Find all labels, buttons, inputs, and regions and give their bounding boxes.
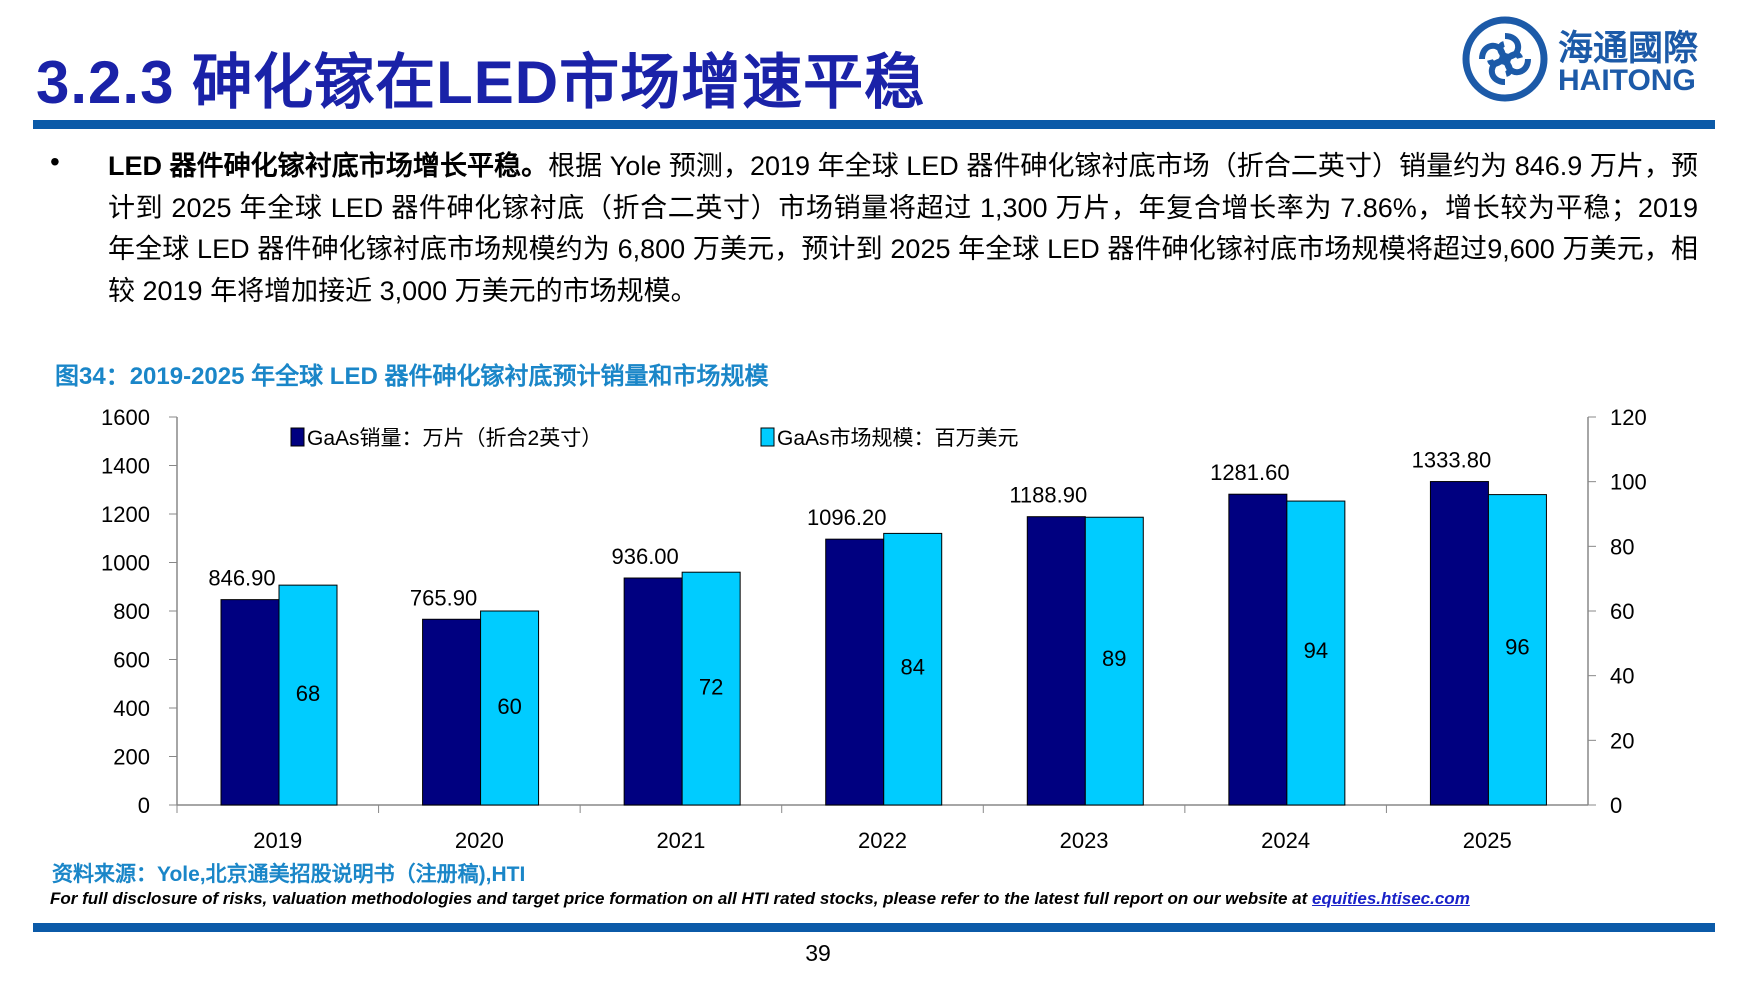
bar-sales	[1429, 481, 1489, 806]
data-label-market: 84	[900, 654, 924, 679]
bar-market	[681, 571, 741, 806]
left-tick-label: 1600	[101, 405, 150, 430]
right-tick-label: 20	[1610, 728, 1634, 753]
x-tick-label: 2024	[1261, 828, 1310, 853]
data-label-sales: 936.00	[611, 544, 678, 569]
data-label-market: 72	[699, 674, 723, 699]
bar-market	[1286, 500, 1346, 806]
x-tick-label: 2021	[656, 828, 705, 853]
data-label-market: 94	[1304, 638, 1328, 663]
website-link[interactable]: equities.htisec.com	[1312, 889, 1470, 908]
left-tick-label: 1000	[101, 551, 150, 576]
legend-label: GaAs市场规模：百万美元	[777, 427, 1019, 450]
right-tick-label: 100	[1610, 470, 1647, 495]
data-label-sales: 1333.80	[1412, 448, 1492, 473]
bar-sales	[825, 538, 885, 806]
header-divider	[33, 120, 1715, 129]
source-note: 资料来源：Yole,北京通美招股说明书（注册稿),HTI	[52, 863, 526, 886]
data-label-sales: 846.90	[208, 566, 275, 591]
bar-chart: 0 200 400 600 800 1000 1200 1400 1600 0 20 40 60 80 10…	[101, 405, 1647, 853]
data-label-market: 89	[1102, 646, 1126, 671]
x-tick-label: 2019	[253, 828, 302, 853]
left-tick-label: 400	[113, 696, 150, 721]
data-label-market: 68	[296, 681, 320, 706]
x-tick-label: 2025	[1463, 828, 1512, 853]
data-label-sales: 1281.60	[1210, 460, 1290, 485]
paragraph-lead: LED 器件砷化镓衬底市场增长平稳。	[108, 151, 549, 181]
paragraph-text: 根据 Yole 预测，2019 年全球 LED 器件砷化镓衬底市场（折合二英寸）…	[108, 151, 1698, 306]
bar-market	[1487, 494, 1547, 806]
body-paragraph: LED 器件砷化镓衬底市场增长平稳。根据 Yole 预测，2019 年全球 LE…	[108, 146, 1698, 312]
bar-market	[883, 532, 943, 806]
left-tick-label: 600	[113, 648, 150, 673]
data-label-market: 96	[1505, 635, 1529, 660]
data-label-sales: 765.90	[410, 585, 477, 610]
data-label-sales: 1188.90	[1009, 483, 1087, 508]
haitong-emblem-icon	[1462, 16, 1548, 102]
x-tick-label: 2022	[858, 828, 907, 853]
bar-sales	[220, 599, 280, 806]
right-tick-label: 0	[1610, 793, 1622, 818]
bar-sales	[1228, 493, 1288, 806]
bar-sales	[623, 577, 683, 806]
logo-text-cn: 海通國際	[1558, 29, 1699, 68]
legend-swatch	[760, 427, 775, 447]
bullet-marker: •	[50, 146, 60, 177]
bar-market	[480, 610, 540, 806]
left-tick-label: 1400	[101, 454, 150, 479]
right-tick-label: 80	[1610, 534, 1634, 559]
right-tick-label: 40	[1610, 664, 1634, 689]
bar-sales	[422, 618, 482, 806]
data-label-market: 60	[497, 694, 521, 719]
legend-label: GaAs销量：万片（折合2英寸）	[307, 427, 602, 450]
page-number: 39	[805, 940, 831, 966]
haitong-logo: 海通國際 HAITONG	[1462, 16, 1722, 104]
right-tick-label: 120	[1610, 405, 1647, 430]
legend-swatch	[290, 427, 305, 447]
x-tick-label: 2023	[1060, 828, 1109, 853]
left-tick-label: 0	[138, 793, 150, 818]
left-tick-label: 200	[113, 745, 150, 770]
figure-caption: 图34：2019-2025 年全球 LED 器件砷化镓衬底预计销量和市场规模	[55, 363, 769, 390]
left-tick-label: 1200	[101, 502, 150, 527]
disclaimer-text: For full disclosure of risks, valuation …	[50, 889, 1313, 908]
page-title: 3.2.3 砷化镓在LED市场增速平稳	[36, 49, 926, 116]
disclaimer: For full disclosure of risks, valuation …	[50, 889, 1710, 909]
data-label-sales: 1096.20	[807, 505, 887, 530]
logo-text-en: HAITONG	[1558, 64, 1696, 97]
left-tick-label: 800	[113, 599, 150, 624]
x-tick-label: 2020	[455, 828, 504, 853]
bar-market	[1084, 516, 1144, 806]
footer-divider	[33, 923, 1715, 932]
bar-market	[278, 584, 338, 806]
right-tick-label: 60	[1610, 599, 1634, 624]
bar-sales	[1026, 516, 1086, 806]
